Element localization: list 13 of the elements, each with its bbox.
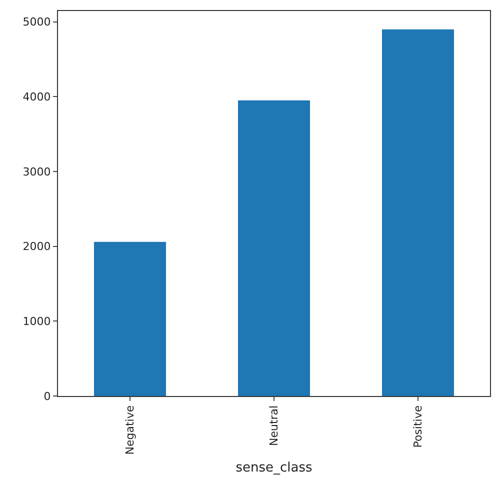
x-axis-title: sense_class <box>236 460 312 476</box>
y-tick-label: 2000 <box>22 240 51 254</box>
x-tick-label: Negative <box>124 405 137 455</box>
bar <box>94 242 166 396</box>
bar <box>238 100 310 396</box>
y-tick-label: 5000 <box>22 16 51 29</box>
y-tick-label: 4000 <box>22 90 51 104</box>
y-tick-label: 1000 <box>22 315 51 328</box>
x-tick-label: Positive <box>412 405 425 448</box>
y-tick-label: 3000 <box>22 165 51 178</box>
x-tick-label: Neutral <box>268 405 281 446</box>
bar <box>382 29 454 396</box>
y-tick-label: 0 <box>44 390 51 403</box>
